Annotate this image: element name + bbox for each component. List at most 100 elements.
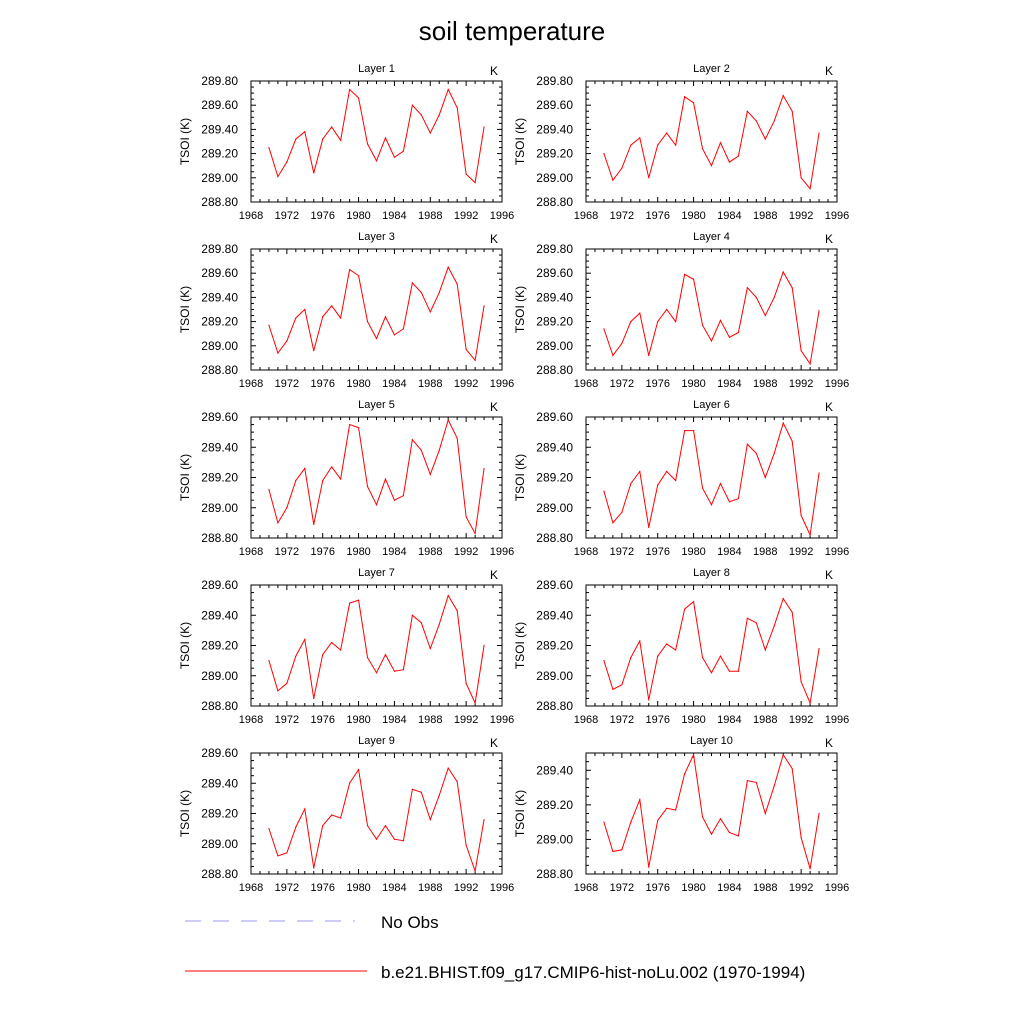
data-point [331, 126, 333, 128]
y-tick-label: 289.40 [201, 608, 238, 622]
x-tick-label: 1972 [610, 882, 634, 894]
plot-frame [250, 416, 503, 539]
y-tick-label: 289.00 [201, 339, 238, 353]
y-axis-label: TSOI (K) [513, 790, 527, 837]
data-point [483, 467, 485, 470]
data-point [411, 104, 413, 106]
data-point [474, 532, 476, 535]
data-point [474, 359, 476, 361]
data-point [630, 657, 632, 659]
data-point [809, 868, 811, 870]
data-point [791, 287, 793, 289]
y-tick-label: 288.80 [201, 531, 238, 545]
data-point [438, 291, 440, 294]
data-point [286, 161, 288, 163]
y-axis-label: TSOI (K) [178, 454, 192, 501]
series-line [603, 94, 820, 190]
chart-panel-1: 1968 1972 1976 1980 1984 1988 1992 1996 288.80 28… [178, 63, 514, 222]
x-tick-label: 1972 [610, 378, 634, 390]
y-tick-label: 289.20 [536, 639, 573, 653]
data-point [447, 88, 449, 91]
x-tick-label: 1972 [610, 714, 634, 726]
series-line [603, 597, 820, 705]
series-line [268, 418, 485, 536]
y-tick-label: 289.80 [201, 242, 238, 256]
data-point [411, 614, 413, 616]
x-tick-label: 1984 [382, 546, 406, 558]
x-tick-label: 1968 [574, 882, 598, 894]
panel-title: Layer 8 [693, 567, 730, 579]
data-point [657, 144, 659, 146]
x-tick-label: 1992 [789, 882, 813, 894]
x-tick-label: 1988 [753, 210, 777, 222]
units-label: K [825, 64, 833, 78]
series-line [603, 421, 820, 537]
y-tick-label: 288.80 [536, 363, 573, 377]
data-point [465, 682, 467, 684]
data-point [349, 88, 351, 91]
data-point [692, 754, 695, 756]
y-tick-label: 289.20 [201, 471, 238, 485]
data-point [675, 479, 677, 482]
data-point [340, 317, 342, 319]
series-line [603, 753, 820, 869]
data-point [322, 653, 324, 656]
data-point [447, 266, 449, 268]
x-tick-label: 1984 [717, 714, 741, 726]
data-point [692, 601, 695, 603]
data-point [791, 440, 793, 442]
x-tick-label: 1976 [310, 882, 334, 894]
x-tick-label: 1996 [490, 546, 514, 558]
data-point [648, 526, 650, 529]
data-point [340, 478, 342, 480]
units-label: K [825, 232, 833, 246]
data-point [393, 499, 396, 501]
y-tick-label: 289.40 [536, 290, 573, 304]
x-tick-label: 1988 [753, 882, 777, 894]
y-tick-label: 289.80 [201, 74, 238, 88]
x-tick-label: 1976 [645, 714, 669, 726]
x-tick-label: 1992 [454, 378, 478, 390]
legend: No Obs b.e21.BHIST.f09_g17.CMIP6-hist-no… [185, 913, 805, 982]
data-point [465, 516, 467, 518]
chart-panel-5: 1968 1972 1976 1980 1984 1988 1992 1996 288.80 28… [178, 399, 514, 558]
data-point [692, 278, 695, 280]
data-point [340, 817, 342, 819]
x-tick-label: 1996 [825, 882, 849, 894]
x-tick-label: 1992 [454, 714, 478, 726]
data-point [746, 110, 748, 112]
y-tick-label: 289.00 [201, 501, 238, 515]
chart-panel-2: 1968 1972 1976 1980 1984 1988 1992 1996 288.80 28… [513, 63, 849, 222]
data-point [447, 594, 449, 597]
data-point [764, 812, 766, 815]
units-label: K [490, 400, 498, 414]
x-tick-label: 1980 [346, 546, 370, 558]
x-tick-label: 1984 [717, 378, 741, 390]
x-tick-label: 1968 [574, 378, 598, 390]
data-point [701, 487, 704, 489]
data-point [420, 622, 422, 624]
x-tick-label: 1988 [753, 378, 777, 390]
data-point [357, 769, 360, 771]
data-point [630, 482, 632, 485]
y-tick-label: 289.60 [536, 578, 573, 592]
data-point [728, 670, 731, 672]
data-point [447, 767, 449, 769]
data-point [603, 490, 605, 492]
data-point [331, 814, 333, 816]
x-tick-label: 1988 [418, 546, 442, 558]
x-tick-label: 1992 [454, 210, 478, 222]
data-point [782, 271, 784, 273]
data-point [357, 599, 360, 601]
data-point [764, 649, 766, 651]
data-point [666, 643, 668, 645]
y-tick-label: 288.80 [536, 699, 573, 713]
data-point [701, 324, 704, 326]
x-tick-label: 1976 [645, 546, 669, 558]
y-tick-label: 289.40 [536, 122, 573, 136]
data-point [366, 143, 369, 145]
data-point [349, 423, 351, 426]
data-point [465, 173, 467, 175]
data-point [728, 336, 731, 338]
data-point [764, 314, 766, 317]
